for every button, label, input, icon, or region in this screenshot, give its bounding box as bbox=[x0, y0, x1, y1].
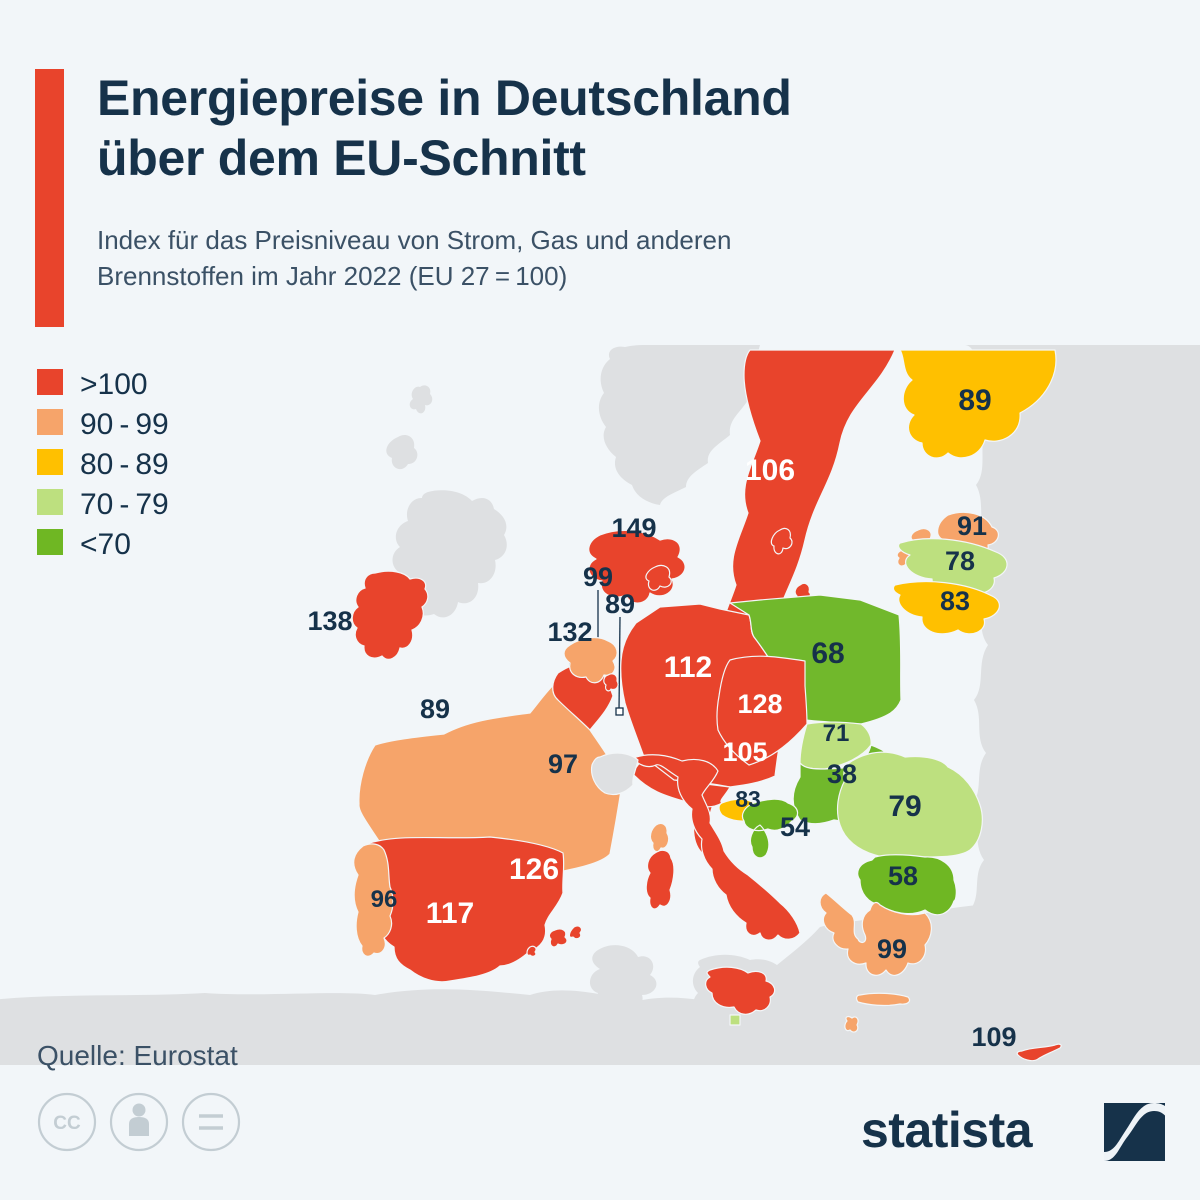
svg-text:126: 126 bbox=[509, 853, 559, 886]
svg-text:149: 149 bbox=[611, 513, 656, 543]
svg-text:68: 68 bbox=[811, 637, 844, 670]
svg-text:132: 132 bbox=[547, 617, 592, 647]
svg-text:89: 89 bbox=[605, 589, 635, 619]
svg-text:112: 112 bbox=[664, 651, 712, 684]
svg-text:105: 105 bbox=[722, 737, 767, 767]
svg-text:CC: CC bbox=[53, 1113, 81, 1134]
svg-text:89: 89 bbox=[958, 384, 991, 417]
svg-text:54: 54 bbox=[780, 812, 810, 842]
svg-text:79: 79 bbox=[888, 790, 921, 823]
svg-text:106: 106 bbox=[745, 454, 795, 487]
svg-text:91: 91 bbox=[957, 511, 987, 541]
svg-text:97: 97 bbox=[548, 749, 578, 779]
svg-text:128: 128 bbox=[737, 689, 782, 719]
svg-text:83: 83 bbox=[735, 786, 761, 812]
svg-text:109: 109 bbox=[971, 1022, 1016, 1052]
svg-text:83: 83 bbox=[940, 586, 970, 616]
svg-text:38: 38 bbox=[827, 759, 857, 789]
svg-text:96: 96 bbox=[371, 886, 398, 913]
svg-text:117: 117 bbox=[426, 897, 474, 930]
svg-text:78: 78 bbox=[945, 546, 975, 576]
svg-text:58: 58 bbox=[888, 861, 918, 891]
svg-text:71: 71 bbox=[823, 720, 850, 747]
svg-text:89: 89 bbox=[420, 694, 450, 724]
svg-text:99: 99 bbox=[877, 934, 907, 964]
svg-text:138: 138 bbox=[307, 606, 352, 636]
svg-text:99: 99 bbox=[583, 562, 613, 592]
